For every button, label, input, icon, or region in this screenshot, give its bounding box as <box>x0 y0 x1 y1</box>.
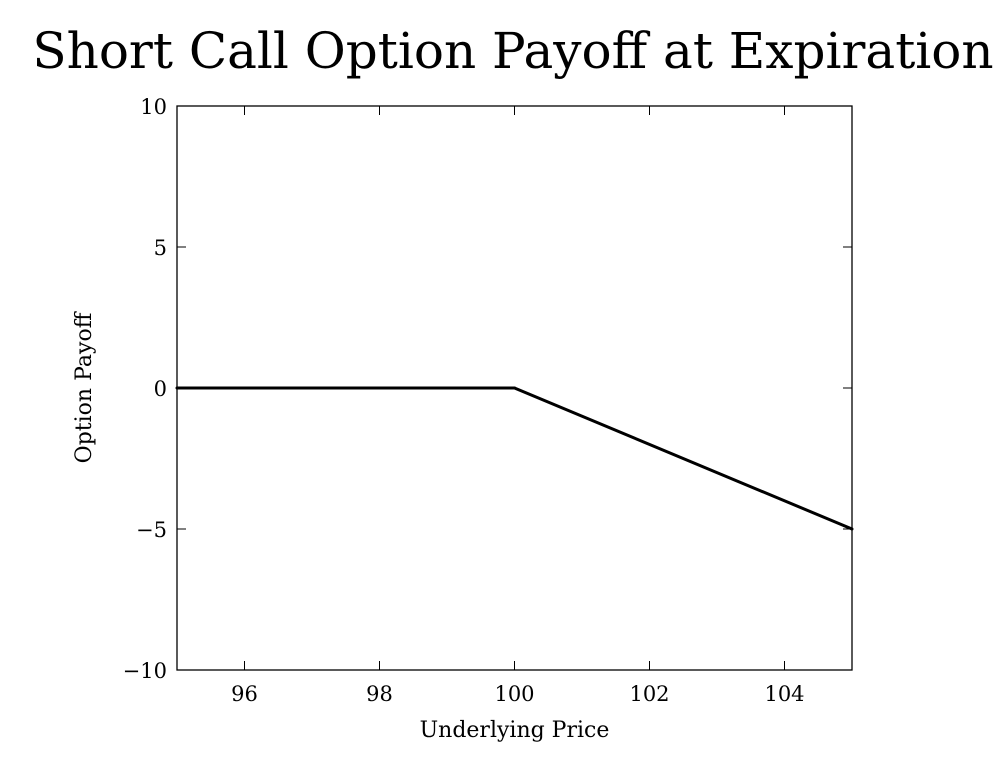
y-axis: −10 −5 0 5 10 <box>123 95 852 683</box>
y-tick-label: 5 <box>154 236 167 260</box>
x-tick-label: 102 <box>629 682 669 706</box>
series-layer <box>175 386 854 531</box>
y-tick-label: 10 <box>140 95 167 119</box>
x-axis: 96 98 100 102 104 <box>231 106 805 706</box>
x-axis-label: Underlying Price <box>420 718 610 743</box>
chart-title: Short Call Option Payoff at Expiration <box>32 22 993 80</box>
x-tick-label: 96 <box>231 682 258 706</box>
x-tick-label: 104 <box>764 682 804 706</box>
y-tick-label: −10 <box>123 659 167 683</box>
y-axis-label: Option Payoff <box>72 311 97 463</box>
payoff-point <box>850 527 854 531</box>
payoff-line <box>177 386 853 531</box>
x-tick-label: 98 <box>366 682 393 706</box>
payoff-point <box>513 386 516 390</box>
y-tick-label: −5 <box>136 518 167 542</box>
y-tick-label: 0 <box>154 377 167 401</box>
x-tick-label: 100 <box>494 682 534 706</box>
payoff-point <box>175 386 179 390</box>
